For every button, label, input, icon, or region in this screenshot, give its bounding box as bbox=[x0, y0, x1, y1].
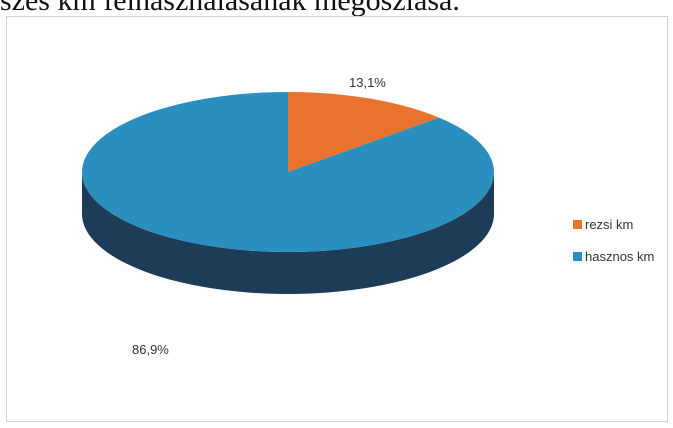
legend-swatch-rezsi bbox=[573, 219, 582, 229]
pie-side bbox=[82, 172, 494, 294]
legend-label-rezsi: rezsi km bbox=[585, 216, 634, 232]
legend-label-hasznos: hasznos km bbox=[585, 248, 655, 264]
pie-chart: 13,1% 86,9% bbox=[81, 75, 494, 357]
pie-side-hasznos bbox=[82, 172, 494, 294]
legend: rezsi km hasznos km bbox=[573, 213, 654, 277]
pie-slice-rezsi bbox=[288, 92, 440, 172]
chart-frame: 13,1% 86,9% rezsi km hasznos km bbox=[6, 16, 668, 422]
pie-slice-hasznos bbox=[81, 92, 494, 252]
page-title: szes km felhasználásának megoszlása. bbox=[0, 0, 460, 17]
legend-item-hasznos: hasznos km bbox=[573, 245, 654, 267]
pie-top bbox=[81, 92, 494, 252]
data-label-hasznos: 86,9% bbox=[132, 342, 169, 357]
data-label-rezsi: 13,1% bbox=[349, 75, 386, 90]
legend-item-rezsi: rezsi km bbox=[573, 213, 654, 235]
legend-swatch-hasznos bbox=[573, 251, 582, 261]
